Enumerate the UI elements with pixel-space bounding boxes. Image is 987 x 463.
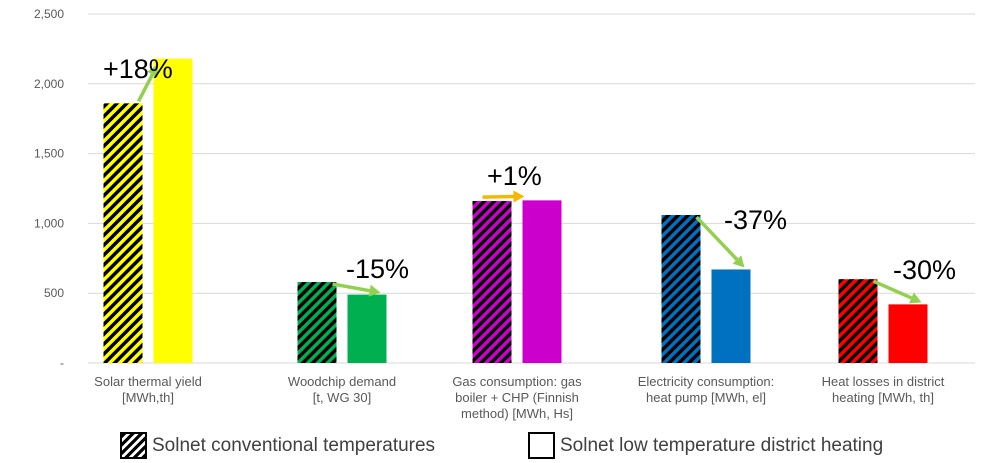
change-arrow bbox=[695, 215, 739, 261]
x-tick-label-line: method) [MWh, Hs] bbox=[461, 406, 573, 421]
bar-low-temperature bbox=[347, 294, 387, 363]
annotations: +18% -15% +1% -37% -30% bbox=[103, 54, 956, 304]
bar-conventional-hatch bbox=[838, 279, 878, 363]
x-tick-label: Heat losses in district heating [MWh, th] bbox=[822, 374, 945, 405]
change-annotation: +1% bbox=[487, 161, 542, 191]
legend-label-low-temperature: Solnet low temperature district heating bbox=[560, 434, 884, 456]
y-tick-label: - bbox=[60, 356, 64, 370]
bar-conventional-hatch bbox=[472, 201, 512, 363]
change-arrow bbox=[136, 73, 154, 103]
x-tick-label-line: Electricity consumption: bbox=[638, 374, 775, 389]
x-axis-labels: Solar thermal yield [MWh,th] Woodchip dema… bbox=[94, 374, 945, 421]
bar-low-temperature bbox=[711, 269, 751, 363]
legend-swatch-plain bbox=[528, 432, 555, 459]
x-tick-label-line: heat pump [MWh, el] bbox=[646, 390, 766, 405]
y-tick-label: 500 bbox=[44, 286, 64, 300]
legend-item-conventional: Solnet conventional temperatures bbox=[120, 432, 435, 459]
change-arrowhead bbox=[513, 190, 525, 203]
x-tick-label: Gas consumption: gas boiler + CHP (Finnis… bbox=[452, 374, 582, 421]
y-tick-label: 2,000 bbox=[34, 77, 64, 91]
bar-conventional-hatch bbox=[103, 103, 143, 364]
bar-conventional-hatch bbox=[297, 282, 337, 363]
change-annotation: -37% bbox=[724, 205, 787, 235]
change-arrow bbox=[332, 282, 370, 293]
x-tick-label-line: Gas consumption: gas bbox=[452, 374, 582, 389]
x-tick-label-line: Heat losses in district bbox=[822, 374, 945, 389]
y-axis: - 500 1,000 1,500 2,000 2,500 bbox=[34, 7, 64, 370]
legend-label-conventional: Solnet conventional temperatures bbox=[152, 434, 436, 456]
legend-item-low-temperature: Solnet low temperature district heating bbox=[528, 432, 883, 459]
y-tick-label: 2,500 bbox=[34, 7, 64, 21]
change-annotation: +18% bbox=[103, 54, 173, 84]
y-tick-label: 1,000 bbox=[34, 216, 64, 230]
x-tick-label-line: boiler + CHP (Finnish bbox=[455, 390, 579, 405]
x-tick-label: Woodchip demand [t, WG 30] bbox=[288, 374, 396, 405]
x-tick-label-line: Woodchip demand bbox=[288, 374, 396, 389]
x-tick-label-line: Solar thermal yield bbox=[94, 374, 202, 389]
bar-low-temperature bbox=[522, 200, 562, 363]
change-arrow bbox=[872, 279, 913, 300]
change-arrowhead bbox=[147, 64, 158, 78]
change-arrowhead bbox=[368, 284, 381, 297]
change-arrow bbox=[482, 194, 514, 199]
legend-swatch-hatched bbox=[120, 432, 147, 459]
x-tick-label: Electricity consumption: heat pump [MWh, … bbox=[638, 374, 775, 405]
change-annotation: -15% bbox=[346, 254, 409, 284]
x-tick-label-line: heating [MWh, th] bbox=[832, 390, 934, 405]
bar-low-temperature bbox=[153, 58, 193, 364]
bar-low-temperature bbox=[888, 304, 928, 363]
legend: Solnet conventional temperatures Solnet … bbox=[0, 430, 987, 460]
x-tick-label-line: [MWh,th] bbox=[122, 390, 174, 405]
y-tick-label: 1,500 bbox=[34, 147, 64, 161]
bar-conventional-hatch bbox=[661, 215, 701, 363]
bars bbox=[103, 58, 928, 364]
change-annotation: -30% bbox=[893, 255, 956, 285]
x-tick-label-line: [t, WG 30] bbox=[313, 390, 372, 405]
x-tick-label: Solar thermal yield [MWh,th] bbox=[94, 374, 202, 405]
change-arrowhead bbox=[732, 255, 745, 268]
change-arrowhead bbox=[909, 292, 922, 304]
